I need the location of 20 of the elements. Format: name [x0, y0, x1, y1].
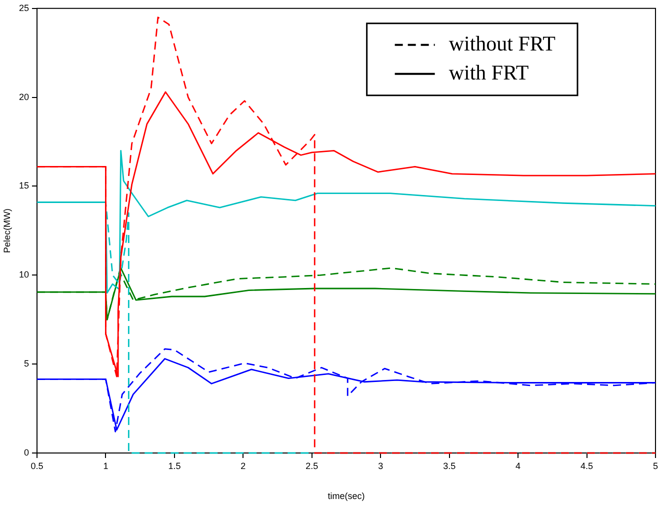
x-tick-label: 1.5: [168, 460, 181, 471]
x-tick-label: 5: [652, 460, 658, 471]
y-tick-label: 20: [18, 92, 29, 102]
y-tick-label: 5: [24, 358, 29, 369]
y-tick-label: 0: [24, 447, 29, 458]
x-tick-label: 4: [516, 460, 521, 471]
legend-label: with FRT: [448, 60, 529, 84]
x-tick-label: 4.5: [580, 460, 594, 471]
x-tick-label: 3.5: [443, 460, 456, 471]
y-axis-title: Pelec(MW): [2, 208, 12, 253]
legend-label: without FRT: [448, 31, 556, 56]
y-tick-label: 15: [18, 180, 29, 191]
y-tick-label: 10: [18, 270, 29, 280]
x-tick-label: 3: [378, 460, 384, 471]
x-tick-label: 2.5: [306, 460, 318, 471]
x-tick-label: 2: [240, 460, 246, 471]
y-tick-label: 25: [18, 2, 29, 13]
x-tick-label: 1: [103, 460, 108, 471]
x-axis-title: time(sec): [328, 491, 365, 502]
x-tick-label: 0.5: [30, 460, 44, 471]
